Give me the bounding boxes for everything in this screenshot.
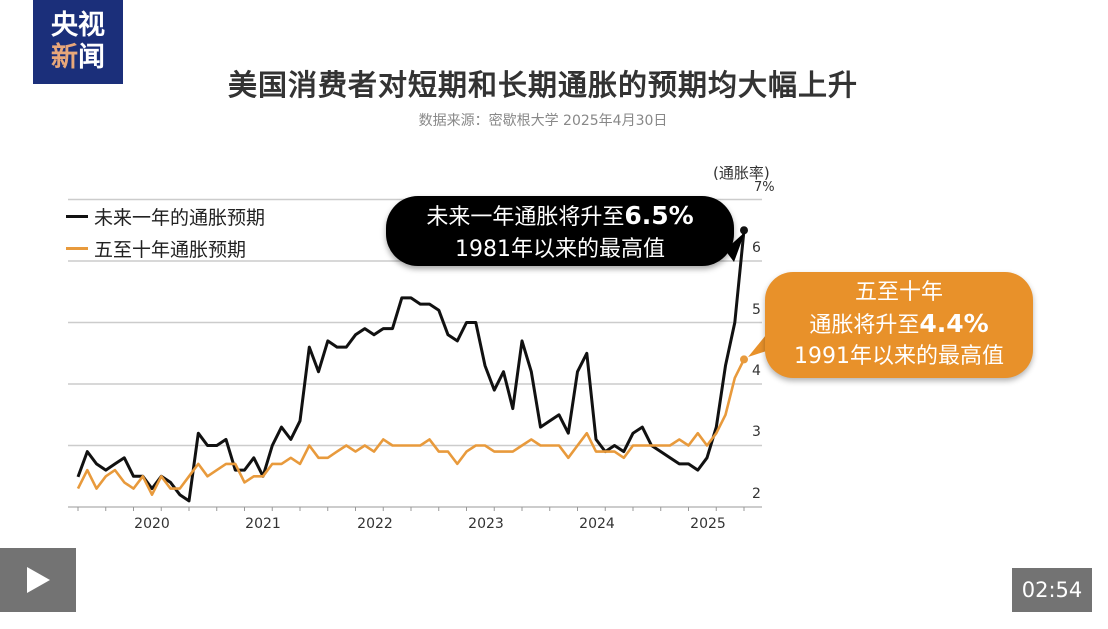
x-tick-label: 2021 — [245, 516, 281, 532]
annotation-short-term: 未来一年通胀将升至6.5% 1981年以来的最高值 — [386, 196, 734, 266]
logo-char: 新 — [51, 42, 78, 73]
annotation-text: 未来一年通胀将升至 — [426, 205, 625, 230]
annotation-line: 通胀将升至4.4% — [765, 308, 1033, 341]
video-time: 02:54 — [1012, 568, 1092, 612]
series-line-long-term — [76, 358, 746, 497]
y-axis-label: (通胀率) — [713, 164, 770, 182]
y-tick-label: 7% — [754, 180, 775, 195]
series-endpoint — [740, 226, 748, 235]
annotation-value: 6.5% — [624, 201, 694, 230]
logo-line1: 央视 — [51, 10, 105, 41]
annotation-text: 五至十年 — [854, 280, 943, 305]
callout-pointer — [725, 232, 745, 262]
legend-item-long-term: 五至十年通胀预期 — [66, 235, 246, 262]
y-tick-label: 6 — [752, 240, 761, 256]
logo-line2: 新闻 — [51, 42, 105, 74]
y-tick-label: 5 — [752, 302, 761, 318]
legend-label: 五至十年通胀预期 — [94, 239, 247, 261]
logo-char: 闻 — [78, 42, 105, 73]
cctv-news-logo: 央视 新闻 — [33, 0, 123, 84]
legend-swatch — [66, 215, 88, 218]
y-tick-label: 3 — [752, 424, 761, 440]
legend-label: 未来一年的通胀预期 — [94, 207, 266, 229]
series-endpoint — [740, 355, 748, 364]
x-tick-label: 2022 — [357, 516, 393, 532]
y-tick-label: 4 — [752, 363, 761, 379]
play-button[interactable] — [0, 548, 76, 612]
annotation-line: 未来一年通胀将升至6.5% — [386, 200, 734, 234]
x-tick-label: 2023 — [468, 516, 504, 532]
annotation-long-term: 五至十年 通胀将升至4.4% 1991年以来的最高值 — [765, 272, 1033, 378]
annotation-text: 通胀将升至 — [809, 313, 920, 338]
legend-item-short-term: 未来一年的通胀预期 — [66, 203, 265, 230]
annotation-text: 1991年以来的最高值 — [794, 344, 1004, 369]
x-tick-label: 2020 — [134, 516, 170, 532]
annotation-text: 1981年以来的最高值 — [455, 237, 665, 262]
legend-swatch — [66, 247, 88, 250]
chart-subtitle: 数据来源：密歇根大学 2025年4月30日 — [418, 113, 668, 129]
y-tick-label: 2 — [752, 486, 761, 502]
series-line-short-term — [76, 230, 746, 503]
x-tick-label: 2025 — [690, 516, 726, 532]
play-icon — [27, 567, 50, 593]
x-tick-label: 2024 — [579, 516, 615, 532]
annotation-value: 4.4% — [919, 309, 989, 338]
chart-title: 美国消费者对短期和长期通胀的预期均大幅上升 — [227, 68, 858, 102]
